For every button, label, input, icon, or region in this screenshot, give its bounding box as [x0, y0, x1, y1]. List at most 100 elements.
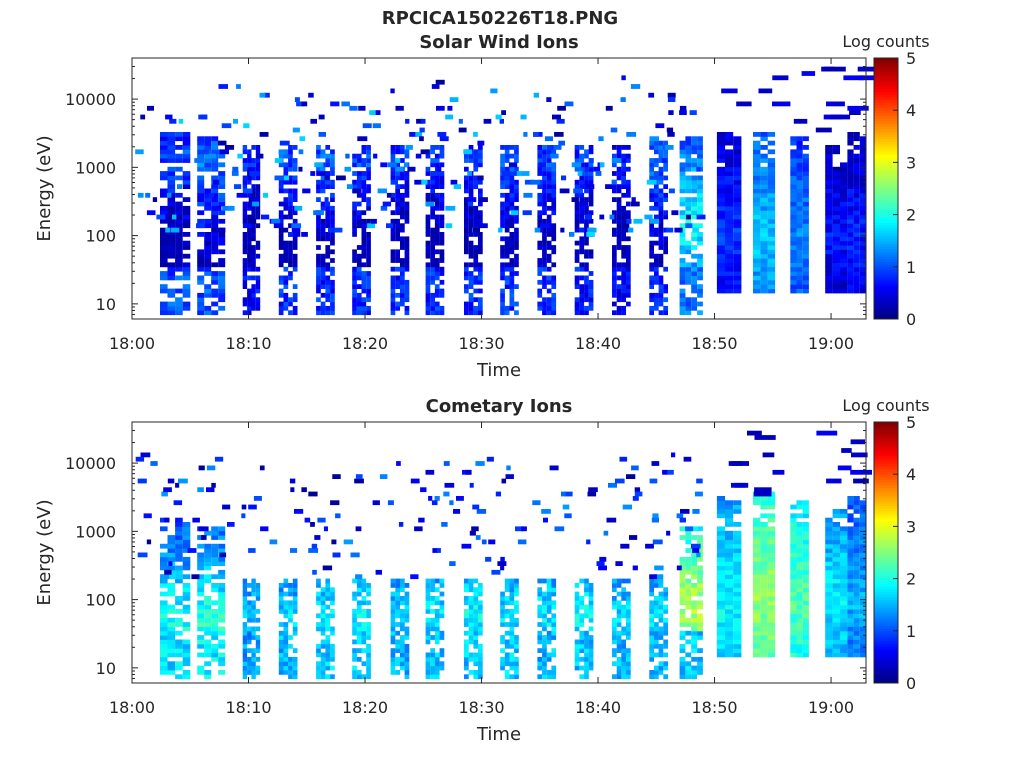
heatmap-cell — [320, 596, 326, 601]
heatmap-cell — [859, 245, 866, 250]
heatmap-cell — [553, 145, 562, 150]
heatmap-cell — [387, 500, 394, 506]
heatmap-cell — [753, 600, 761, 606]
heatmap-cell — [546, 617, 552, 623]
heatmap-cell — [825, 253, 833, 259]
heatmap-cell — [468, 249, 474, 255]
heatmap-cell — [847, 245, 854, 250]
heatmap-cell — [182, 556, 191, 562]
heatmap-cell — [352, 622, 357, 627]
heatmap-cell — [251, 192, 256, 198]
heatmap-cell — [733, 262, 742, 268]
colorbar-swatch — [874, 435, 898, 439]
heatmap-cell — [434, 145, 440, 150]
heatmap-cell — [655, 123, 665, 129]
heatmap-cell — [316, 674, 321, 680]
colorbar-swatch — [874, 586, 898, 590]
heatmap-cell — [691, 552, 697, 558]
heatmap-cell — [725, 201, 734, 207]
heatmap-cell — [366, 245, 371, 250]
heatmap-cell — [664, 145, 674, 150]
heatmap-cell — [292, 604, 298, 610]
heatmap-cell — [760, 136, 768, 142]
heatmap-cell — [283, 591, 289, 597]
heatmap-cell — [733, 236, 742, 242]
heatmap-cell — [478, 604, 483, 610]
y-tick-label: 10000 — [65, 454, 116, 473]
heatmap-cell — [631, 201, 640, 207]
heatmap-cell — [283, 652, 289, 658]
heatmap-cell — [716, 569, 726, 575]
heatmap-cell — [255, 279, 261, 285]
heatmap-cell — [579, 179, 585, 185]
heatmap-cell — [760, 271, 768, 276]
heatmap-cell — [218, 179, 226, 185]
heatmap-cell — [211, 214, 219, 220]
heatmap-cell — [584, 297, 589, 303]
heatmap-cell — [464, 643, 469, 649]
heatmap-cell — [182, 288, 191, 294]
heatmap-cell — [278, 175, 284, 181]
heatmap-cell — [725, 600, 734, 606]
heatmap-cell — [255, 670, 261, 675]
heatmap-cell — [671, 452, 676, 458]
heatmap-cell — [658, 661, 664, 667]
heatmap-cell — [167, 583, 176, 588]
heatmap-cell — [667, 92, 676, 98]
heatmap-cell — [168, 561, 173, 566]
heatmap-cell — [651, 517, 659, 523]
heatmap-cell — [796, 214, 803, 220]
heatmap-cell — [366, 205, 371, 211]
heatmap-cell — [464, 622, 469, 627]
heatmap-cell — [825, 578, 833, 584]
heatmap-cell — [588, 271, 594, 276]
colorbar-swatch — [874, 547, 898, 551]
heatmap-cell — [242, 210, 248, 216]
heatmap-cell — [395, 604, 400, 610]
heatmap-cell — [733, 522, 742, 527]
heatmap-cell — [796, 271, 803, 276]
heatmap-cell — [686, 214, 691, 220]
heatmap-cell — [663, 162, 668, 168]
heatmap-cell — [853, 504, 860, 510]
heatmap-cell — [320, 661, 326, 667]
heatmap-cell — [616, 656, 622, 662]
heatmap-cell — [621, 162, 626, 168]
heatmap-cell — [551, 279, 557, 285]
heatmap-cell — [697, 539, 703, 545]
heatmap-cell — [847, 652, 854, 658]
heatmap-cell — [614, 478, 625, 484]
heatmap-cell — [574, 253, 580, 259]
heatmap-cell — [621, 249, 626, 255]
heatmap-cell — [514, 648, 519, 653]
heatmap-cell — [509, 245, 515, 250]
colorbar-swatch — [874, 151, 898, 156]
heatmap-cell — [242, 609, 248, 614]
heatmap-cell — [500, 609, 505, 614]
heatmap-cell — [352, 184, 357, 189]
heatmap-cell — [434, 205, 440, 211]
heatmap-cell — [696, 166, 701, 172]
heatmap-cell — [595, 171, 602, 176]
heatmap-cell — [211, 158, 219, 163]
colorbar-swatch — [874, 476, 898, 480]
heatmap-cell — [537, 271, 543, 276]
heatmap-cell — [543, 517, 548, 523]
heatmap-cell — [859, 648, 866, 653]
heatmap-cell — [439, 136, 449, 142]
heatmap-cell — [211, 279, 219, 285]
heatmap-cell — [255, 223, 261, 229]
heatmap-cell — [612, 253, 617, 259]
heatmap-cell — [361, 305, 367, 311]
heatmap-cell — [175, 253, 183, 259]
heatmap-cell — [790, 279, 797, 285]
heatmap-cell — [802, 218, 809, 224]
heatmap-cell — [716, 240, 726, 246]
heatmap-cell — [697, 648, 703, 653]
heatmap-cell — [204, 262, 212, 268]
heatmap-cell — [434, 184, 440, 189]
heatmap-cell — [432, 548, 439, 553]
heatmap-cell — [288, 665, 293, 671]
heatmap-cell — [509, 284, 515, 289]
heatmap-cell — [832, 192, 840, 198]
